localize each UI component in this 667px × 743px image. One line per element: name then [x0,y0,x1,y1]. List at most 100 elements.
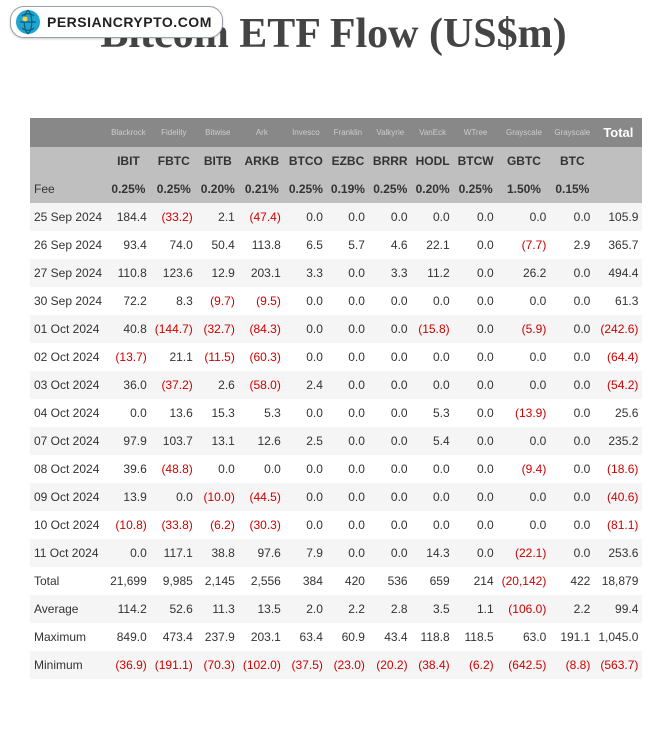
summary-row: Maximum849.0473.4237.9203.163.460.943.41… [30,623,642,651]
fee-header: 0.15% [550,175,594,203]
value-cell: 0.0 [327,203,369,231]
ticker-header: BTC [550,147,594,175]
date-cell: 01 Oct 2024 [30,315,106,343]
value-cell: (38.4) [412,651,454,679]
value-cell: 0.0 [106,539,151,567]
value-cell: 0.0 [550,287,594,315]
value-cell: 43.4 [369,623,412,651]
value-cell: (44.5) [239,483,285,511]
table-row: 03 Oct 202436.0(37.2)2.6(58.0)2.40.00.00… [30,371,642,399]
fee-header: 1.50% [498,175,551,203]
value-cell: (30.3) [239,511,285,539]
value-cell: 384 [285,567,327,595]
value-cell: 0.0 [327,287,369,315]
value-cell: (23.0) [327,651,369,679]
value-cell: 117.1 [151,539,197,567]
value-cell: 0.0 [550,399,594,427]
value-cell: (144.7) [151,315,197,343]
value-cell: 0.0 [285,511,327,539]
summary-row: Total21,6999,9852,1452,55638442053665921… [30,567,642,595]
issuer-header: VanEck [412,118,454,147]
value-cell: 0.0 [550,455,594,483]
value-cell: (81.1) [594,511,642,539]
value-cell: 214 [454,567,498,595]
value-cell: (102.0) [239,651,285,679]
value-cell: 0.0 [285,399,327,427]
fee-header: 0.25% [454,175,498,203]
value-cell: (191.1) [151,651,197,679]
table-row: 07 Oct 202497.9103.713.112.62.50.00.05.4… [30,427,642,455]
issuer-header: Blackrock [106,118,151,147]
value-cell: 93.4 [106,231,151,259]
value-cell: 6.5 [285,231,327,259]
value-cell: (33.8) [151,511,197,539]
value-cell: 52.6 [151,595,197,623]
value-cell: (6.2) [197,511,239,539]
site-logo-icon [15,9,41,35]
value-cell: 253.6 [594,539,642,567]
date-cell: 03 Oct 2024 [30,371,106,399]
value-cell: 0.0 [369,427,412,455]
value-cell: 26.2 [498,259,551,287]
value-cell: 5.3 [239,399,285,427]
value-cell: 11.2 [412,259,454,287]
value-cell: 3.3 [369,259,412,287]
value-cell: 63.4 [285,623,327,651]
value-cell: (9.4) [498,455,551,483]
site-logo-badge[interactable]: PERSIANCRYPTO.COM [10,6,223,38]
value-cell: 8.3 [151,287,197,315]
value-cell: 0.0 [151,483,197,511]
value-cell: (13.9) [498,399,551,427]
table-row: 11 Oct 20240.0117.138.897.67.90.00.014.3… [30,539,642,567]
value-cell: (242.6) [594,315,642,343]
value-cell: 0.0 [498,203,551,231]
value-cell: 0.0 [327,399,369,427]
value-cell: (64.4) [594,343,642,371]
total-header: Total [594,118,642,147]
summary-label-cell: Average [30,595,106,623]
table-row: 02 Oct 2024(13.7)21.1(11.5)(60.3)0.00.00… [30,343,642,371]
value-cell: 2.0 [285,595,327,623]
value-cell: 0.0 [327,427,369,455]
value-cell: 0.0 [327,315,369,343]
value-cell: 0.0 [239,455,285,483]
value-cell: (9.7) [197,287,239,315]
value-cell: (10.0) [197,483,239,511]
fee-header-row: Fee 0.25% 0.25% 0.20% 0.21% 0.25% 0.19% … [30,175,642,203]
issuer-header: Fidelity [151,118,197,147]
value-cell: 21,699 [106,567,151,595]
issuer-header: Grayscale [550,118,594,147]
value-cell: 22.1 [412,231,454,259]
value-cell: 420 [327,567,369,595]
value-cell: 123.6 [151,259,197,287]
value-cell: 3.3 [285,259,327,287]
value-cell: (20,142) [498,567,551,595]
value-cell: (36.9) [106,651,151,679]
value-cell: 0.0 [454,483,498,511]
ticker-header: BTCW [454,147,498,175]
ticker-header: EZBC [327,147,369,175]
fee-header-blank [594,175,642,203]
value-cell: 105.9 [594,203,642,231]
value-cell: 0.0 [285,315,327,343]
value-cell: 2.4 [285,371,327,399]
value-cell: (48.8) [151,455,197,483]
value-cell: (8.8) [550,651,594,679]
value-cell: 0.0 [412,371,454,399]
value-cell: 2.2 [550,595,594,623]
summary-body: Total21,6999,9852,1452,55638442053665921… [30,567,642,679]
value-cell: 0.0 [498,427,551,455]
value-cell: 0.0 [498,511,551,539]
value-cell: 13.9 [106,483,151,511]
value-cell: 60.9 [327,623,369,651]
value-cell: 72.2 [106,287,151,315]
ticker-header-blank [594,147,642,175]
value-cell: 12.9 [197,259,239,287]
date-cell: 30 Sep 2024 [30,287,106,315]
value-cell: (5.9) [498,315,551,343]
value-cell: (84.3) [239,315,285,343]
fee-label: Fee [30,175,106,203]
table-row: 26 Sep 202493.474.050.4113.86.55.74.622.… [30,231,642,259]
date-cell: 07 Oct 2024 [30,427,106,455]
issuer-header-row: Blackrock Fidelity Bitwise Ark Invesco F… [30,118,642,147]
